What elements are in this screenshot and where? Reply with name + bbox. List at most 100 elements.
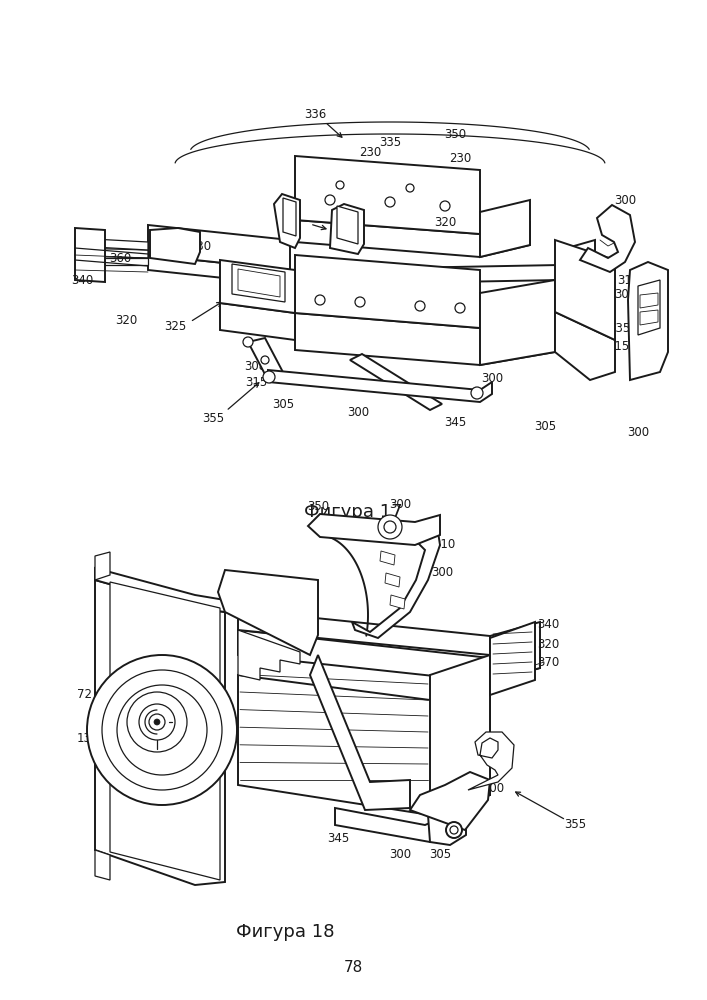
Polygon shape	[220, 260, 295, 313]
Polygon shape	[638, 280, 660, 335]
Circle shape	[263, 371, 275, 383]
Text: 315: 315	[607, 340, 629, 353]
Text: 320: 320	[537, 639, 559, 652]
Polygon shape	[295, 313, 555, 365]
Polygon shape	[295, 156, 480, 234]
Polygon shape	[337, 206, 358, 244]
Text: 300: 300	[614, 288, 636, 302]
Text: 230: 230	[404, 385, 426, 398]
Text: 78: 78	[344, 960, 363, 976]
Text: 305: 305	[429, 848, 451, 861]
Polygon shape	[95, 580, 225, 885]
Polygon shape	[555, 312, 615, 380]
Text: 350: 350	[307, 499, 329, 512]
Polygon shape	[274, 194, 300, 248]
Circle shape	[450, 826, 458, 834]
Text: 370: 370	[537, 656, 559, 668]
Text: 305: 305	[272, 397, 294, 410]
Text: 360: 360	[109, 251, 131, 264]
Text: 355: 355	[202, 412, 224, 424]
Polygon shape	[95, 552, 110, 580]
Polygon shape	[410, 772, 490, 830]
Polygon shape	[480, 200, 530, 257]
Polygon shape	[75, 228, 105, 282]
Text: 345: 345	[444, 416, 466, 430]
Text: 345: 345	[327, 832, 349, 844]
Text: 308: 308	[307, 318, 329, 332]
Text: 315: 315	[449, 806, 471, 818]
Circle shape	[117, 685, 207, 775]
Polygon shape	[95, 850, 110, 880]
Text: 310: 310	[433, 538, 455, 552]
Polygon shape	[148, 255, 595, 285]
Circle shape	[139, 704, 175, 740]
Polygon shape	[390, 595, 405, 609]
Polygon shape	[248, 338, 285, 380]
Text: 72: 72	[78, 688, 93, 702]
Text: 300: 300	[627, 426, 649, 438]
Text: 300: 300	[482, 782, 504, 794]
Text: 310: 310	[617, 273, 639, 286]
Circle shape	[471, 387, 483, 399]
Text: 300: 300	[347, 406, 369, 418]
Polygon shape	[490, 622, 535, 695]
Polygon shape	[335, 808, 448, 842]
Circle shape	[355, 297, 365, 307]
Text: 325: 325	[164, 320, 186, 332]
Polygon shape	[238, 675, 490, 815]
Polygon shape	[352, 528, 440, 638]
Polygon shape	[150, 228, 200, 264]
Polygon shape	[148, 225, 290, 270]
Polygon shape	[110, 582, 220, 880]
Circle shape	[406, 184, 414, 192]
Circle shape	[149, 714, 165, 730]
Polygon shape	[218, 570, 318, 655]
Polygon shape	[428, 807, 466, 845]
Text: 300: 300	[389, 848, 411, 861]
Text: 350: 350	[444, 127, 466, 140]
Text: 335: 335	[379, 135, 401, 148]
Text: 340: 340	[537, 618, 559, 632]
Circle shape	[127, 692, 187, 752]
Polygon shape	[555, 240, 615, 340]
Polygon shape	[308, 514, 440, 545]
Polygon shape	[268, 370, 492, 402]
Circle shape	[446, 822, 462, 838]
Polygon shape	[350, 354, 442, 410]
Text: 300: 300	[481, 371, 503, 384]
Text: 300: 300	[389, 497, 411, 510]
Circle shape	[243, 337, 253, 347]
Text: 336: 336	[304, 108, 326, 121]
Text: 330: 330	[189, 239, 211, 252]
Text: 135: 135	[77, 732, 99, 744]
Text: 305: 305	[534, 420, 556, 434]
Circle shape	[325, 195, 335, 205]
Polygon shape	[468, 732, 514, 790]
Circle shape	[102, 670, 222, 790]
Text: 320: 320	[434, 216, 456, 229]
Polygon shape	[580, 205, 635, 272]
Text: 135: 135	[609, 322, 631, 334]
Polygon shape	[490, 622, 540, 682]
Polygon shape	[238, 610, 490, 655]
Polygon shape	[295, 220, 530, 257]
Circle shape	[261, 356, 269, 364]
Polygon shape	[238, 630, 300, 680]
Text: 365: 365	[147, 245, 169, 258]
Circle shape	[384, 521, 396, 533]
Text: 300: 300	[431, 566, 453, 578]
Circle shape	[378, 515, 402, 539]
Text: 330: 330	[279, 222, 301, 234]
Text: 320: 320	[115, 314, 137, 326]
Text: 340: 340	[71, 273, 93, 286]
Polygon shape	[430, 655, 490, 815]
Circle shape	[315, 295, 325, 305]
Circle shape	[336, 181, 344, 189]
Polygon shape	[75, 248, 148, 258]
Polygon shape	[640, 310, 658, 325]
Polygon shape	[640, 293, 658, 308]
Text: 300: 300	[614, 194, 636, 207]
Text: Фигура 17: Фигура 17	[304, 503, 402, 521]
Polygon shape	[75, 238, 148, 250]
Polygon shape	[238, 630, 540, 682]
